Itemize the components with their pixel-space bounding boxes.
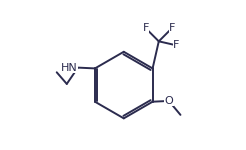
Text: O: O (165, 96, 173, 106)
Text: F: F (142, 23, 149, 33)
Text: F: F (169, 23, 175, 33)
Text: F: F (173, 40, 179, 50)
Text: HN: HN (61, 63, 78, 73)
